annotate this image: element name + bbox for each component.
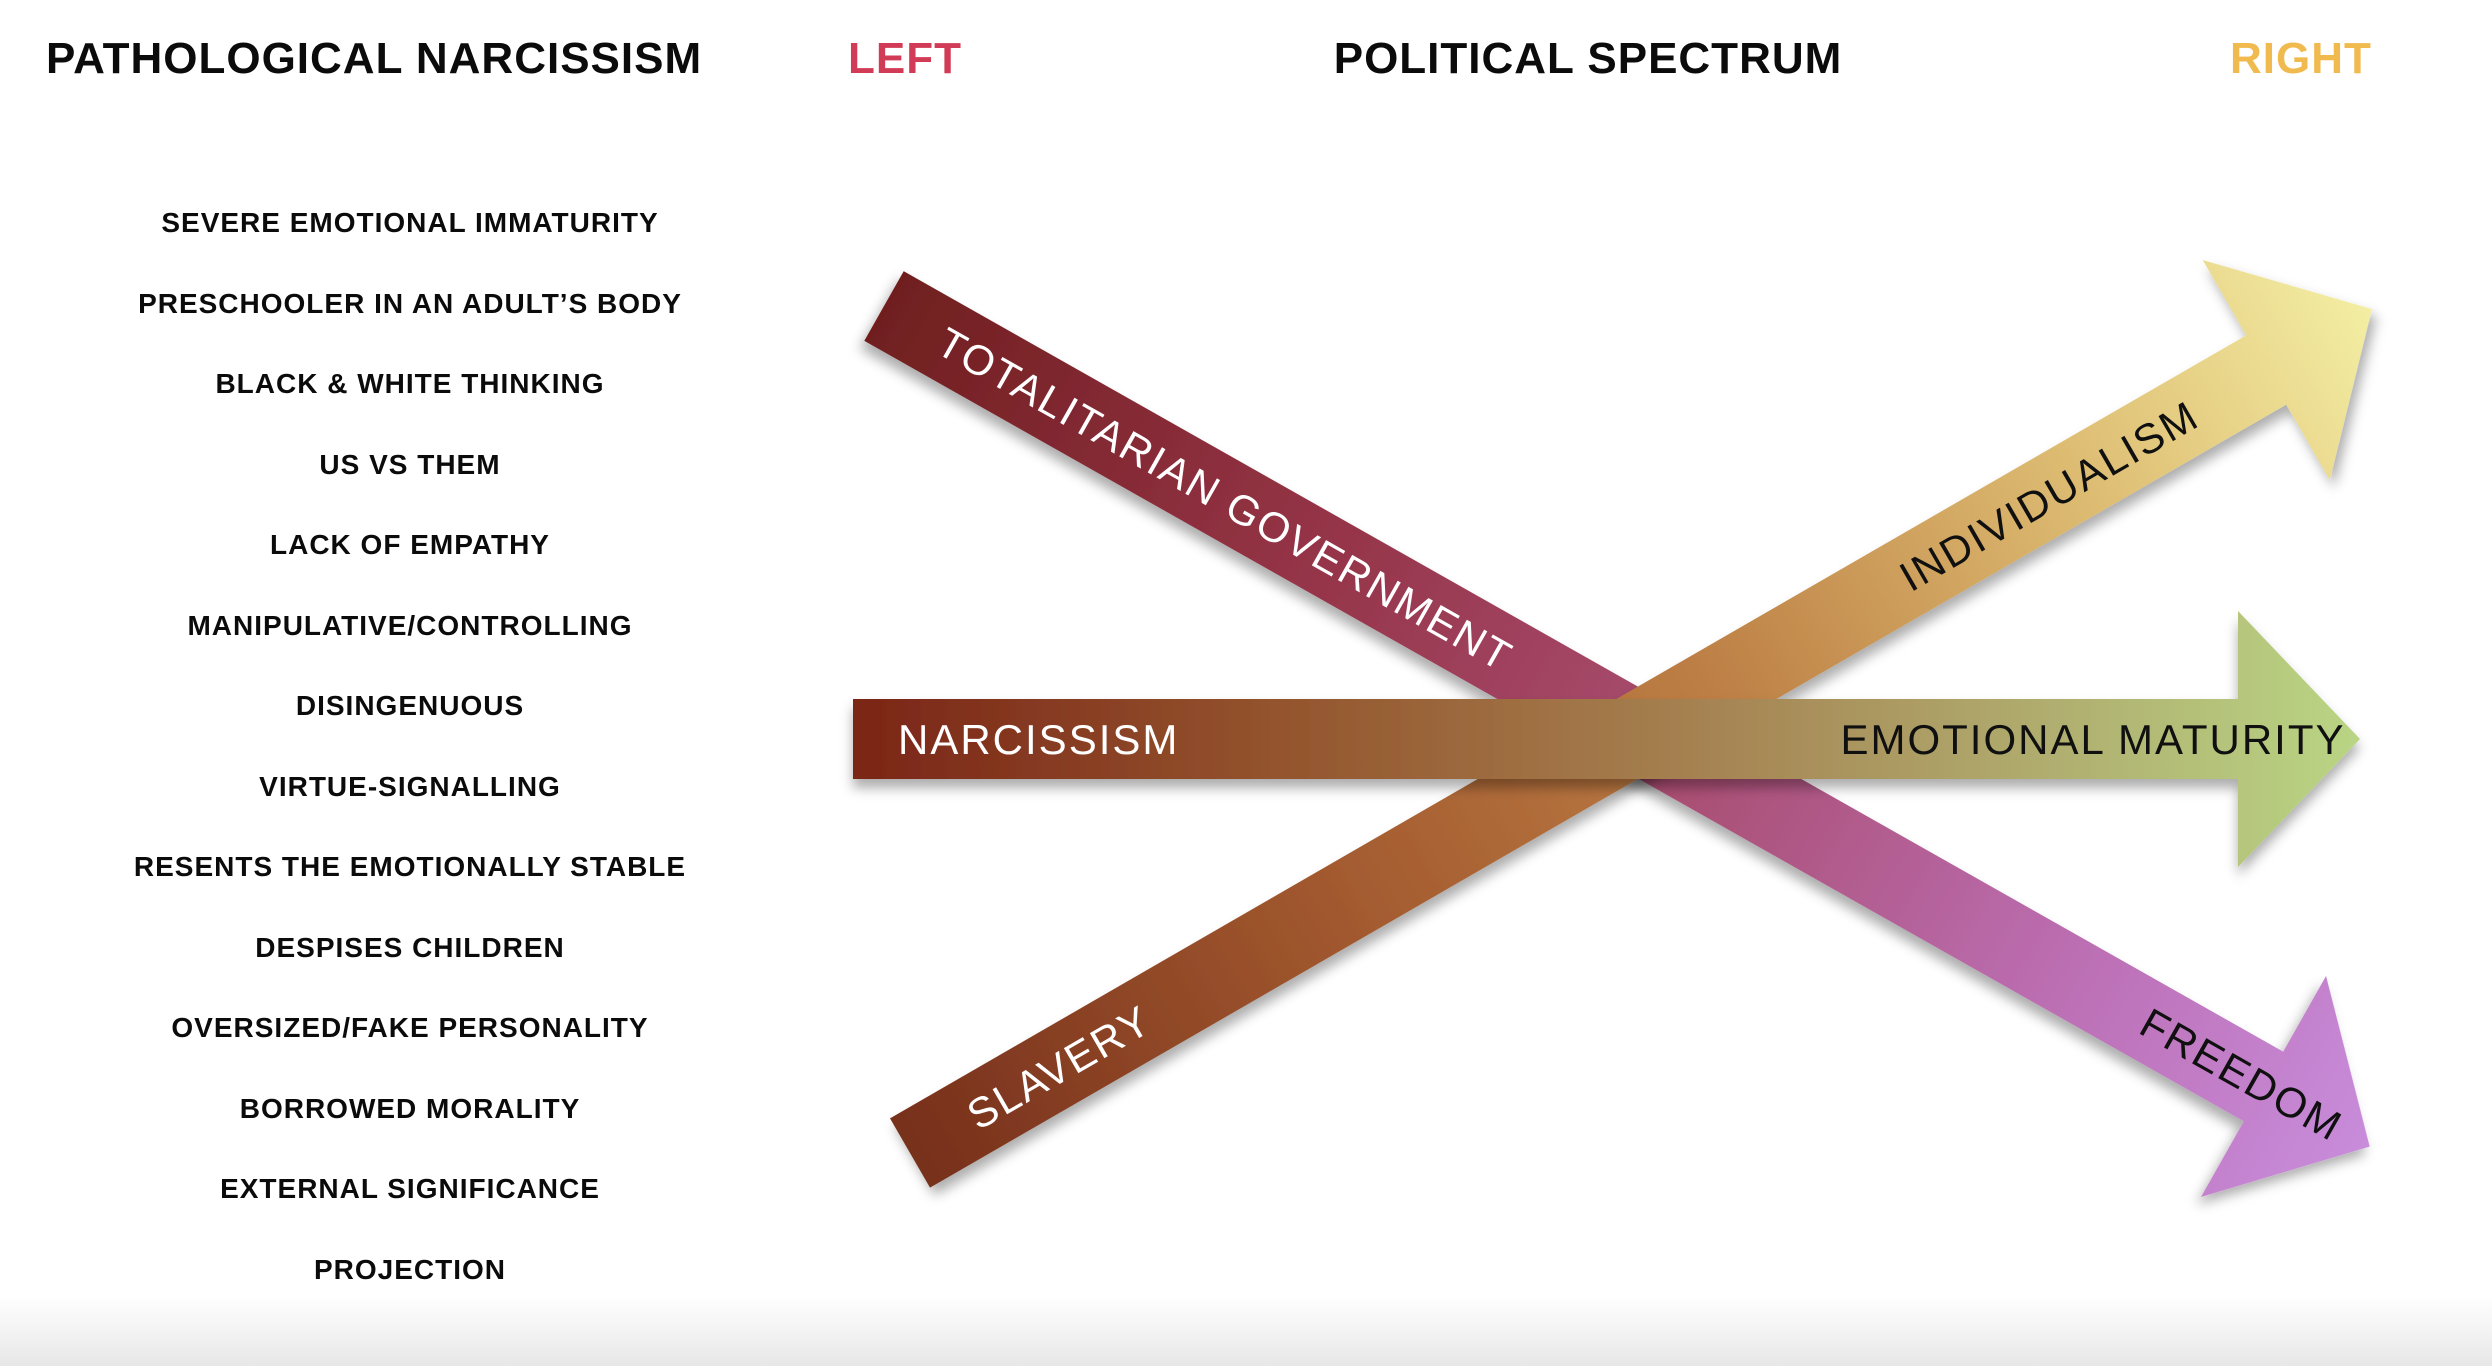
trait-item: DISINGENUOUS	[295, 690, 525, 722]
individualism-label: INDIVIDUALISM	[1892, 391, 2207, 600]
trait-item: DESPISES CHILDREN	[255, 931, 565, 963]
left-label: LEFT	[848, 34, 962, 83]
trait-item: BORROWED MORALITY	[239, 1092, 581, 1124]
arrow-band-narcissism-maturity	[853, 611, 2360, 867]
right-label: RIGHT	[2230, 34, 2372, 83]
trait-item: PRESCHOOLER IN AN ADULT’S BODY	[138, 287, 682, 319]
trait-item: SEVERE EMOTIONAL IMMATURITY	[161, 207, 659, 239]
political-spectrum-title: POLITICAL SPECTRUM	[1333, 34, 1843, 83]
narcissism-label: NARCISSISM	[898, 716, 1179, 763]
arrow-narcissism-to-emotional-maturity: NARCISSISM EMOTIONAL MATURITY	[853, 611, 2360, 867]
emotional-maturity-label: EMOTIONAL MATURITY	[1840, 716, 2345, 763]
trait-item: LACK OF EMPATHY	[270, 529, 550, 561]
trait-item: OVERSIZED/FAKE PERSONALITY	[171, 1012, 649, 1044]
trait-item: RESENTS THE EMOTIONALLY STABLE	[133, 851, 687, 883]
narcissism-trait-list: SEVERE EMOTIONAL IMMATURITY PRESCHOOLER …	[70, 183, 750, 1310]
trait-item: PROJECTION	[313, 1253, 507, 1285]
trait-item: BLACK & WHITE THINKING	[215, 368, 605, 400]
trait-item: VIRTUE-SIGNALLING	[259, 770, 561, 802]
pathological-narcissism-title: PATHOLOGICAL NARCISSISM	[46, 34, 703, 83]
trait-item: EXTERNAL SIGNIFICANCE	[220, 1173, 600, 1205]
trait-item: MANIPULATIVE/CONTROLLING	[187, 609, 633, 641]
totalitarian-government-label: TOTALITARIAN GOVERNMENT	[929, 318, 1520, 680]
trait-item: US VS THEM	[319, 448, 501, 480]
